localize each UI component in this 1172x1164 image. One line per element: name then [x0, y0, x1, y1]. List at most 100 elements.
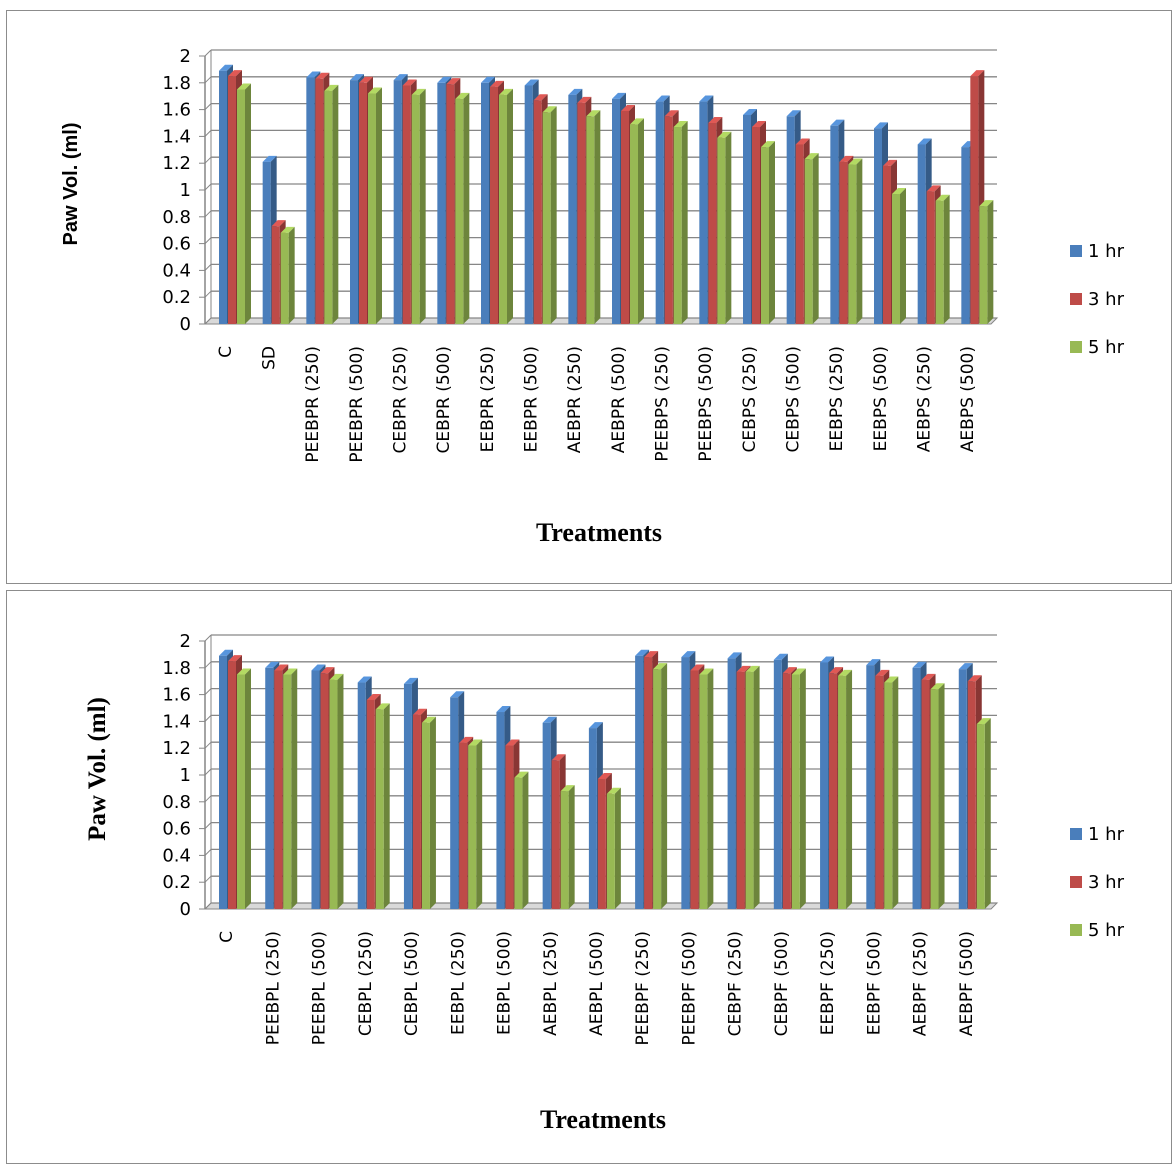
bar-side: [568, 785, 575, 909]
bar-top: [786, 110, 801, 117]
bar-top: [324, 84, 339, 91]
bar-top: [357, 676, 372, 683]
bar-front: [459, 742, 468, 909]
bar-front: [874, 128, 882, 324]
bar-front: [393, 80, 402, 325]
bar: [280, 226, 295, 324]
bar-side: [291, 668, 298, 909]
x-tick-label: PEEBPF (250): [633, 931, 653, 1046]
bar-front: [673, 127, 682, 325]
bar-front: [366, 699, 375, 909]
bar-top: [228, 655, 242, 662]
x-tick-label: AEBPR (500): [609, 346, 629, 453]
gridline-depth: [204, 688, 212, 695]
gridline-depth: [204, 902, 212, 910]
bar-top: [621, 104, 635, 111]
bar-top: [976, 718, 991, 725]
bar-front: [621, 110, 629, 324]
bar-top: [496, 706, 511, 713]
bar-side: [507, 88, 513, 324]
bar: [411, 88, 426, 324]
bar: [884, 676, 899, 909]
bar-top: [773, 653, 788, 660]
y-tick-label: 1.8: [162, 73, 191, 94]
bar-front: [630, 124, 638, 324]
bar-top: [875, 669, 890, 676]
bar: [329, 673, 344, 909]
bar-top: [699, 95, 714, 102]
bar-top: [761, 141, 775, 148]
bar: [717, 131, 732, 324]
bar-top: [958, 663, 973, 670]
bar-top: [866, 659, 881, 666]
gridline-depth: [204, 715, 212, 722]
bar-top: [568, 88, 583, 95]
legend-swatch: [1070, 341, 1082, 353]
bar-top: [280, 226, 295, 233]
bar-top: [690, 664, 705, 671]
bar-top: [597, 773, 612, 780]
bar-front: [848, 164, 857, 324]
bar-top: [727, 652, 742, 659]
y-tick-label: 1.8: [162, 658, 191, 679]
bar-side: [812, 153, 819, 324]
bar-front: [892, 194, 900, 324]
x-tick-label: CEBPL (250): [356, 931, 376, 1036]
bar-top: [839, 155, 854, 162]
bar-top: [673, 121, 688, 128]
x-tick-label: PEEBPR (250): [303, 346, 323, 463]
bar-top: [455, 92, 470, 99]
bar-top: [829, 667, 844, 674]
bar-top: [306, 71, 321, 78]
x-tick-label: CEBPL (500): [402, 931, 422, 1036]
bar-side: [900, 188, 906, 324]
bar-front: [490, 86, 498, 324]
bar-top: [366, 693, 381, 700]
bar: [542, 106, 557, 324]
bar: [283, 668, 298, 909]
bar-front: [690, 670, 699, 909]
bar-front: [586, 116, 595, 324]
bar-side: [245, 668, 251, 909]
y-tick-label: 1.4: [162, 711, 191, 732]
bar-side: [383, 703, 390, 909]
gridline-depth: [204, 183, 212, 191]
bar-front: [446, 84, 455, 324]
bar-front: [320, 673, 329, 909]
bar-front: [514, 777, 523, 909]
bar-front: [644, 657, 653, 909]
bar: [804, 153, 819, 324]
bar-front: [926, 191, 935, 324]
bar-top: [745, 665, 760, 672]
gridline-depth: [204, 822, 212, 829]
bar-front: [542, 112, 551, 324]
bar-front: [597, 779, 606, 909]
bar-front: [542, 722, 551, 909]
bar-front: [795, 144, 804, 324]
bar-side: [984, 718, 991, 909]
bar-side: [245, 83, 251, 324]
bar-top: [644, 651, 659, 658]
bar-front: [830, 125, 839, 325]
bar: [499, 88, 513, 324]
bar-side: [337, 673, 344, 909]
bar-top: [551, 754, 566, 761]
bar-front: [551, 760, 560, 909]
y-tick-label: 2: [180, 631, 191, 652]
bar-side: [476, 739, 483, 909]
chart-panel-top: 0 0.2 0.4 0.6 0.8 1 1.2 1.4 1.6 1.8 2 C SD PEEBPR (25…: [6, 10, 1172, 584]
bar-top: [237, 668, 251, 675]
y-tick-label: 0.4: [162, 845, 191, 866]
bar-front: [635, 655, 644, 909]
bar-front: [761, 147, 769, 324]
bar-front: [577, 102, 586, 325]
bar-front: [743, 114, 751, 325]
bar-side: [550, 106, 557, 324]
bar-front: [499, 94, 507, 324]
bar-front: [979, 206, 988, 324]
y-tick-label: 0.6: [162, 819, 191, 840]
x-tick-label: C: [216, 346, 236, 358]
bar: [673, 121, 688, 325]
bar-top: [979, 200, 994, 207]
bar-front: [421, 722, 430, 909]
